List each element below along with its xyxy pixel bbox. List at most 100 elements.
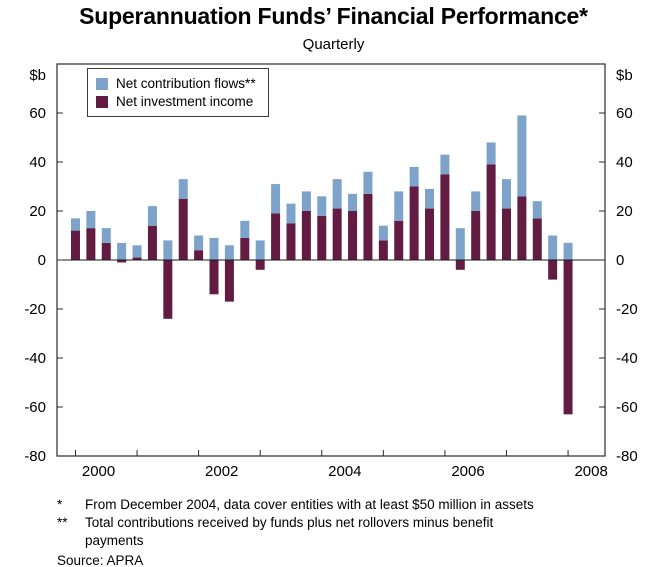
source-line: Source: APRA [57, 552, 144, 567]
bar-net-investment-income [132, 257, 142, 260]
chart-subtitle: Quarterly [302, 36, 365, 53]
bar-net-contribution-flows [532, 201, 542, 219]
bar-net-investment-income [224, 260, 234, 302]
legend: Net contribution flows** Net investment … [87, 68, 269, 117]
bar-net-contribution-flows [563, 242, 573, 260]
y-tick-label-left: 0 [38, 252, 46, 269]
bar-net-investment-income [317, 215, 327, 260]
bar-net-contribution-flows [209, 237, 219, 260]
y-tick-label-right: -80 [616, 448, 638, 465]
bar-net-investment-income [348, 211, 358, 260]
bar-net-investment-income [147, 225, 157, 260]
y-tick-label-left: 60 [29, 105, 46, 122]
bar-net-investment-income [409, 186, 419, 260]
bar-net-investment-income [271, 213, 281, 260]
bar-net-investment-income [532, 218, 542, 260]
x-year-label: 2000 [82, 463, 115, 480]
bar-net-investment-income [286, 223, 296, 260]
y-tick-label-left: 20 [29, 203, 46, 220]
bar-net-investment-income [194, 250, 204, 260]
bar-net-investment-income [486, 164, 496, 260]
bar-net-contribution-flows [70, 218, 80, 231]
bar-net-investment-income [101, 242, 111, 260]
bar-net-contribution-flows [471, 191, 481, 211]
bar-net-investment-income [117, 260, 127, 263]
footnote-1: * From December 2004, data cover entitie… [57, 496, 651, 514]
legend-swatch-investment [96, 95, 108, 108]
bar-net-contribution-flows [255, 240, 265, 260]
y-tick-label-right: -60 [616, 399, 638, 416]
bar-net-contribution-flows [317, 196, 327, 216]
bar-net-investment-income [440, 174, 450, 260]
y-tick-label-right: -20 [616, 301, 638, 318]
bar-net-investment-income [70, 230, 80, 260]
bar-net-contribution-flows [517, 115, 527, 197]
y-tick-label-right: 60 [616, 105, 633, 122]
bar-net-contribution-flows [378, 225, 388, 241]
footnote-1-text: From December 2004, data cover entities … [85, 497, 534, 512]
y-tick-label-right: 0 [616, 252, 624, 269]
bar-net-contribution-flows [486, 142, 496, 165]
legend-label-contributions: Net contribution flows** [116, 76, 256, 91]
bar-net-contribution-flows [440, 154, 450, 175]
footnote-2-text: Total contributions received by funds pl… [85, 514, 494, 548]
bar-net-investment-income [163, 260, 173, 319]
bar-net-investment-income [363, 193, 373, 260]
y-tick-label-right: 20 [616, 203, 633, 220]
y-tick-label-left: -40 [24, 350, 46, 367]
bar-net-investment-income [378, 240, 388, 260]
bar-net-investment-income [425, 208, 435, 260]
bar-net-investment-income [455, 260, 465, 270]
y-tick-label-left: -80 [24, 448, 46, 465]
bar-net-investment-income [178, 198, 188, 260]
bar-net-contribution-flows [240, 220, 250, 238]
y-tick-label-right: -40 [616, 350, 638, 367]
bar-net-investment-income [548, 260, 558, 280]
bar-net-contribution-flows [86, 211, 96, 229]
legend-item-net-contribution-flows: Net contribution flows** [96, 76, 256, 91]
bar-net-contribution-flows [117, 242, 127, 260]
chart-title: Superannuation Funds’ Financial Performa… [79, 3, 588, 29]
bar-net-contribution-flows [425, 188, 435, 209]
footnote-1-marker: * [57, 497, 63, 512]
bar-net-investment-income [394, 220, 404, 260]
bar-net-investment-income [209, 260, 219, 295]
bar-net-contribution-flows [178, 179, 188, 199]
bar-net-investment-income [517, 196, 527, 260]
footnote-2-marker: ** [57, 514, 68, 530]
bar-net-investment-income [501, 208, 511, 260]
y-axis-unit-left: $b [29, 67, 46, 84]
y-tick-label-right: 40 [616, 154, 633, 171]
bar-net-contribution-flows [271, 184, 281, 214]
bar-net-contribution-flows [163, 240, 173, 260]
bar-net-contribution-flows [409, 166, 419, 187]
bar-net-contribution-flows [394, 191, 404, 221]
x-year-label: 2008 [574, 463, 607, 480]
y-tick-label-left: -20 [24, 301, 46, 318]
x-year-label: 2002 [205, 463, 238, 480]
bar-net-contribution-flows [194, 235, 204, 251]
y-tick-label-left: 40 [29, 154, 46, 171]
bar-net-contribution-flows [286, 203, 296, 224]
bar-net-investment-income [240, 237, 250, 260]
x-year-label: 2006 [451, 463, 484, 480]
bar-net-contribution-flows [501, 179, 511, 209]
footnote-2: ** Total contributions received by funds… [57, 514, 651, 550]
bar-net-investment-income [332, 208, 342, 260]
bar-net-contribution-flows [455, 228, 465, 260]
legend-label-investment: Net investment income [116, 94, 254, 109]
bar-net-investment-income [471, 211, 481, 260]
bar-net-investment-income [301, 211, 311, 260]
bar-net-contribution-flows [132, 245, 142, 258]
bar-net-contribution-flows [301, 191, 311, 211]
y-axis-unit-right: $b [616, 67, 633, 84]
legend-item-net-investment-income: Net investment income [96, 94, 256, 109]
legend-swatch-contributions [96, 77, 108, 90]
bar-net-investment-income [563, 260, 573, 415]
x-year-label: 2004 [328, 463, 361, 480]
bar-net-investment-income [86, 228, 96, 260]
bar-net-contribution-flows [147, 206, 157, 226]
bar-net-contribution-flows [101, 228, 111, 243]
